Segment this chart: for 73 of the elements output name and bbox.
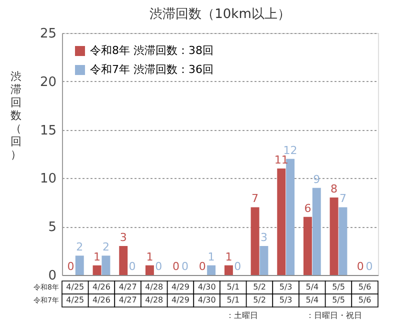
category-label: 5/4 — [306, 296, 319, 304]
data-label: 0 — [198, 260, 206, 273]
x-tick-label: 5/2 — [253, 282, 266, 292]
category-label: 5/2 — [253, 296, 266, 304]
legend-label: 令和8年 渋滞回数：38回 — [90, 44, 214, 57]
x-tick-label: 5/4 — [306, 282, 319, 292]
data-label: 7 — [252, 192, 259, 206]
bar — [75, 256, 84, 275]
data-label: 1 — [208, 250, 215, 264]
bar — [92, 265, 102, 275]
data-label: 3 — [120, 230, 127, 244]
data-label: 1 — [146, 250, 154, 264]
x-tick-label: 4/25 — [66, 282, 84, 292]
data-label: 0 — [128, 260, 136, 273]
legend-label: 令和7年 渋滞回数：36回 — [90, 63, 214, 76]
category-label: 4/27 — [118, 296, 137, 304]
data-label: 6 — [304, 202, 312, 215]
y-tick-label: 10 — [40, 172, 56, 187]
category-label: 5/5 — [332, 296, 345, 304]
data-label: 0 — [172, 260, 180, 273]
category-label: 4/25 — [66, 296, 84, 304]
bar — [119, 246, 128, 275]
x-tick-label: 5/6 — [358, 282, 372, 292]
bar — [303, 216, 312, 275]
x-tick-label: 4/27 — [118, 282, 137, 292]
bar — [260, 246, 268, 275]
data-label: 2 — [102, 240, 110, 254]
data-label: 2 — [76, 240, 84, 254]
data-label: 0 — [356, 260, 364, 273]
data-label: 3 — [260, 230, 268, 244]
category-label: 4/29 — [172, 296, 190, 304]
data-label: 0 — [67, 260, 74, 273]
bar — [312, 188, 321, 275]
category-label: 5/3 — [279, 296, 292, 304]
bar — [145, 265, 154, 275]
chart-title: 渋滞回数（10km以上） — [150, 7, 290, 22]
y-tick-label: 15 — [40, 123, 56, 138]
category-label: 5/6 — [358, 296, 372, 304]
category-label: 4/28 — [145, 296, 164, 304]
data-label: 0 — [181, 260, 188, 273]
bar — [224, 265, 233, 275]
data-label: 9 — [313, 172, 320, 186]
data-label: 0 — [234, 260, 242, 273]
y-tick-label: 25 — [40, 26, 56, 42]
y-tick-label: 20 — [40, 74, 56, 90]
x-tick-label: 4/28 — [145, 282, 164, 292]
text: ：土曜日 — [226, 311, 258, 320]
y-axis-title: 渋滞回数（回） — [10, 70, 22, 161]
text: ：日曜日・祝日 — [306, 311, 362, 320]
y-tick-label: 0 — [48, 268, 56, 284]
data-label: 7 — [339, 192, 346, 206]
bar — [286, 158, 295, 275]
x-tick-label: 5/5 — [332, 282, 345, 292]
category-label: 5/1 — [226, 296, 240, 304]
category-label: 4/26 — [92, 296, 110, 304]
x-tick-label: 4/30 — [198, 282, 216, 292]
data-label: 8 — [330, 182, 338, 196]
data-label: 0 — [366, 260, 373, 273]
x-tick-label: 4/29 — [172, 282, 190, 292]
bar — [330, 198, 338, 275]
x-tick-label: 5/3 — [279, 282, 292, 292]
bar — [250, 207, 260, 275]
x-tick-label: 5/1 — [226, 282, 240, 292]
data-label: 0 — [155, 260, 162, 273]
bar — [338, 207, 348, 275]
data-label: 1 — [94, 250, 101, 264]
data-label: 1 — [225, 250, 232, 264]
category-label: 4/30 — [198, 296, 216, 304]
bar — [277, 168, 286, 275]
x-tick-label: 4/26 — [92, 282, 110, 292]
y-tick-label: 5 — [48, 220, 56, 236]
bar — [102, 256, 110, 275]
bar — [207, 265, 216, 275]
